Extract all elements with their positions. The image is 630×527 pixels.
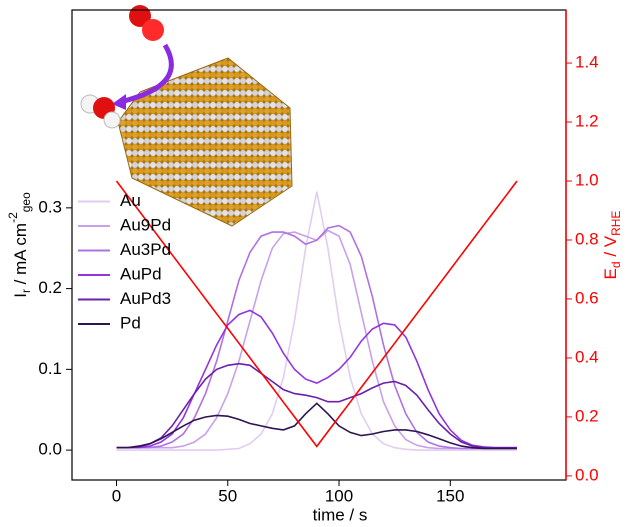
y2-label-part: RHE — [609, 211, 623, 236]
y2-label-part: d — [609, 261, 623, 268]
series-line — [116, 402, 517, 450]
series-line — [116, 224, 517, 450]
x-axis-label: time / s — [313, 505, 368, 524]
y-label-part: / mA cm — [11, 223, 30, 289]
legend-label: Au — [120, 191, 141, 210]
y2-tick-label: 1.2 — [575, 112, 599, 131]
legend-label: Au3Pd — [120, 240, 171, 259]
potential-line — [115, 180, 518, 448]
x-tick-label: 0 — [112, 486, 121, 505]
series-line — [116, 229, 517, 450]
y2-tick-label: 1.4 — [575, 53, 599, 72]
y-label-part: -2 — [6, 212, 20, 223]
y2-label-part: E — [601, 268, 620, 279]
y2-tick-label: 0.4 — [575, 347, 599, 366]
y2-tick-label: 0.6 — [575, 288, 599, 307]
y-tick-label: 0.3 — [38, 197, 62, 216]
x-tick-label: 150 — [436, 486, 464, 505]
x-tick-label: 50 — [218, 486, 237, 505]
y2-tick-label: 1.0 — [575, 171, 599, 190]
legend-label: Au9Pd — [120, 215, 171, 234]
legend-label: AuPd3 — [120, 289, 171, 308]
series-line — [116, 191, 517, 451]
plot-area — [115, 180, 518, 451]
y-tick-label: 0.0 — [38, 440, 62, 459]
y-label-part: r — [19, 289, 33, 293]
y-tick-label: 0.2 — [38, 278, 62, 297]
series-line — [116, 309, 517, 449]
y2-label-part: / V — [601, 235, 620, 261]
y-axis-label: Ir / mA cm-2geo — [6, 192, 33, 298]
legend-label: Pd — [120, 313, 141, 332]
series-line — [116, 362, 517, 449]
y2-tick-label: 0.8 — [575, 229, 599, 248]
y-tick-label: 0.1 — [38, 359, 62, 378]
y-label-part: geo — [19, 192, 33, 212]
nanoparticle-inset — [80, 5, 293, 227]
y-label-part: I — [11, 293, 30, 298]
y2-tick-label: 0.0 — [575, 465, 599, 484]
legend-label: AuPd — [120, 264, 162, 283]
y2-tick-label: 0.2 — [575, 406, 599, 425]
x-tick-label: 100 — [325, 486, 353, 505]
y2-axis-label: Ed / VRHE — [601, 211, 623, 280]
